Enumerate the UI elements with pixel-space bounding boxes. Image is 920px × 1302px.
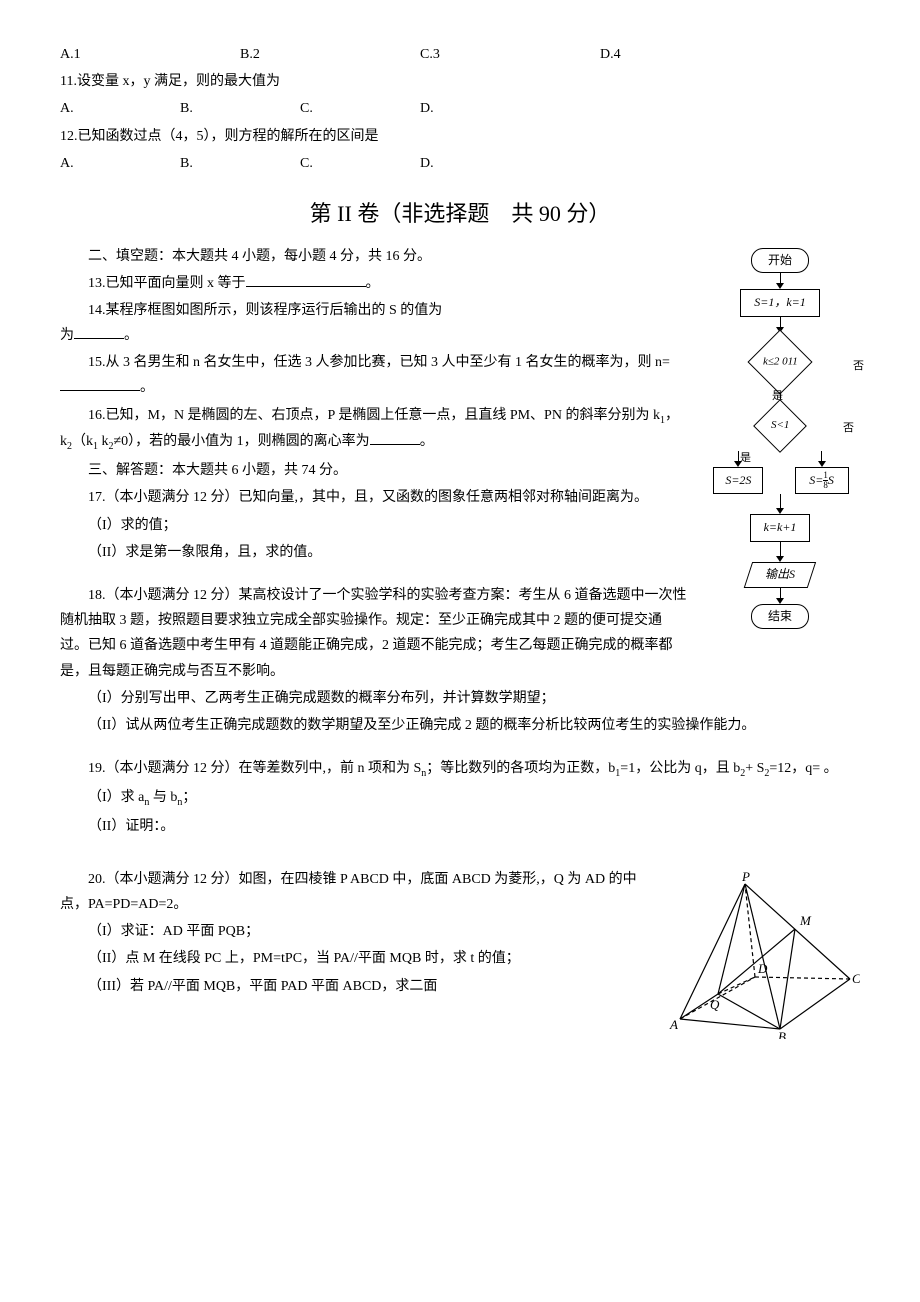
fc-cond1: k≤2 011	[747, 329, 812, 394]
geom-C: C	[852, 971, 860, 986]
fc-init: S=1，k=1	[740, 289, 820, 317]
q16-blank	[370, 430, 420, 445]
q11-stem: 11.设变量 x，y 满足，则的最大值为	[60, 69, 860, 94]
fc-right-box: S=18S	[795, 467, 849, 495]
q11-opt-d: D.	[420, 96, 540, 121]
q10-opt-b: B.2	[240, 42, 420, 67]
geom-B: B	[778, 1029, 786, 1039]
q19-p1: （I）求 an 与 bn；	[60, 785, 860, 812]
geom-P: P	[741, 869, 750, 884]
fc-cond2: S<1	[753, 399, 807, 453]
section-ii-title: 第 II 卷（非选择题 共 90 分）	[60, 194, 860, 234]
fc-output: 输出S	[744, 562, 816, 588]
q12-options: A. B. C. D.	[60, 151, 860, 176]
q10-opt-d: D.4	[600, 42, 780, 67]
geom-D: D	[757, 961, 768, 976]
geom-Q: Q	[710, 997, 720, 1012]
q14-blank	[74, 324, 124, 339]
q19-stem: 19.（本小题满分 12 分）在等差数列中,，前 n 项和为 Sn；等比数列的各…	[60, 756, 860, 783]
q18-p1: （I）分别写出甲、乙两考生正确完成题数的概率分布列，并计算数学期望；	[60, 686, 860, 711]
q10-opt-c: C.3	[420, 42, 600, 67]
fc-cond1-no: 否	[853, 357, 864, 377]
q12-opt-c: C.	[300, 151, 420, 176]
fc-start: 开始	[751, 248, 809, 274]
q10-opt-a: A.1	[60, 42, 240, 67]
geom-A: A	[669, 1017, 678, 1032]
q19-p2: （II）证明：。	[60, 814, 860, 839]
q12-opt-b: B.	[180, 151, 300, 176]
q15-blank	[60, 376, 140, 391]
q11-opt-a: A.	[60, 96, 180, 121]
fc-cond2-yes: 是	[740, 449, 751, 469]
q10-options: A.1 B.2 C.3 D.4	[60, 42, 860, 67]
fc-cond2-no: 否	[843, 419, 854, 439]
q18-p2: （II）试从两位考生正确完成题数的数学期望及至少正确完成 2 题的概率分析比较两…	[60, 713, 860, 738]
q12-opt-d: D.	[420, 151, 540, 176]
q11-opt-b: B.	[180, 96, 300, 121]
q12-opt-a: A.	[60, 151, 180, 176]
q11-opt-c: C.	[300, 96, 420, 121]
fc-end: 结束	[751, 604, 809, 630]
q13-blank	[246, 272, 366, 287]
q11-options: A. B. C. D.	[60, 96, 860, 121]
q12-stem: 12.已知函数过点（4，5），则方程的解所在的区间是	[60, 124, 860, 149]
geometry-figure: P M D C Q A B	[660, 869, 860, 1048]
flowchart-figure: 开始 S=1，k=1 k≤2 011 否 是 S<1 是 否 S=2S S=18…	[700, 248, 860, 630]
geom-M: M	[799, 913, 812, 928]
fc-inc: k=k+1	[750, 514, 810, 542]
fc-left-box: S=2S	[713, 467, 763, 495]
